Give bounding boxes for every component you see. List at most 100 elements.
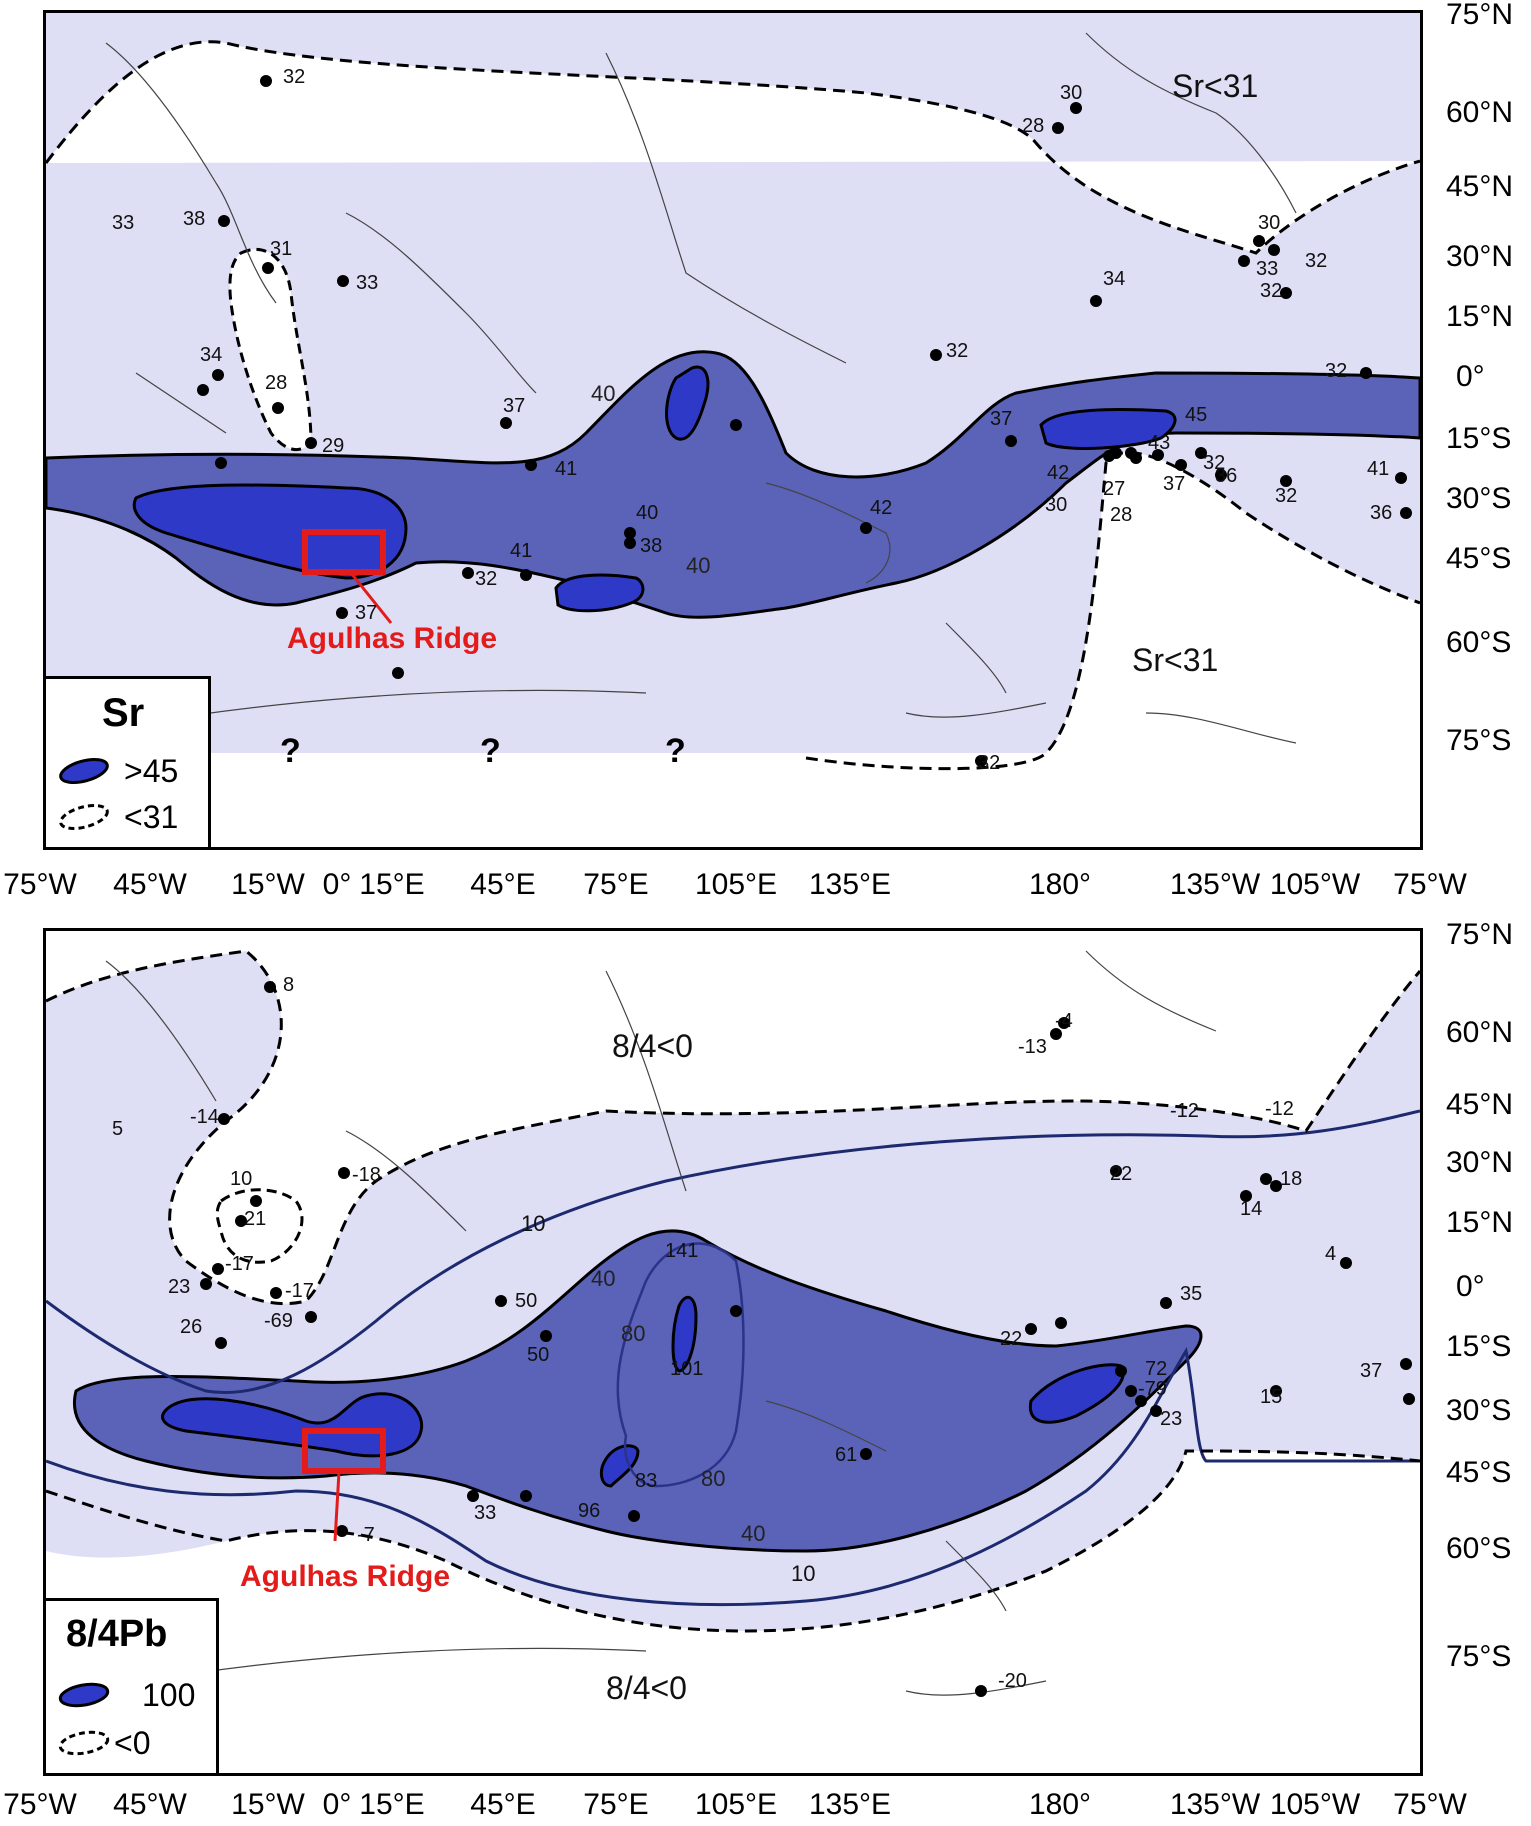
lon-tick-label: 75°W bbox=[3, 1788, 77, 1821]
lat-tick-label: 30°S bbox=[1446, 482, 1512, 515]
pb-south-region-label: 8/4<0 bbox=[606, 1670, 687, 1706]
sr-map-canvas: 40 40 bbox=[46, 13, 1420, 771]
legend-low-label: <0 bbox=[114, 1725, 151, 1761]
lon-tick-label: 75°W bbox=[1393, 1788, 1467, 1821]
agulhas-ridge-leader bbox=[333, 1471, 341, 1542]
point-label: 21 bbox=[244, 1208, 267, 1230]
point-label: 38 bbox=[183, 208, 206, 230]
lat-tick-label: 45°N bbox=[1446, 170, 1514, 203]
lat-tick-label: 15°S bbox=[1446, 1330, 1512, 1363]
point-label: 42 bbox=[1047, 462, 1070, 484]
point-label: 28 bbox=[1110, 504, 1133, 526]
point-label: 5 bbox=[112, 1118, 124, 1140]
sr-south-region-label: Sr<31 bbox=[1132, 642, 1219, 678]
sr-high-patch bbox=[665, 365, 710, 441]
point-label: 96 bbox=[578, 1500, 601, 1522]
lat-tick-label: 45°S bbox=[1446, 542, 1512, 575]
point-label: 33 bbox=[1256, 258, 1279, 280]
sr-boundary-north bbox=[46, 40, 1420, 255]
sr-map-frame: 40 40 bbox=[43, 10, 1423, 850]
pb-map-canvas: 10 40 80 80 40 10 bbox=[46, 949, 1420, 1697]
point-label: 32 bbox=[978, 752, 1001, 774]
lat-tick-label: 30°N bbox=[1446, 240, 1514, 273]
point-label: 32 bbox=[283, 66, 306, 88]
legend-low-swatch bbox=[58, 1730, 110, 1756]
lon-tick-label: 15°E bbox=[359, 868, 425, 901]
lon-tick-label: 75°W bbox=[3, 868, 77, 901]
lat-tick-label: 15°S bbox=[1446, 422, 1512, 455]
lon-tick-label: 180° bbox=[1028, 868, 1092, 901]
point-label: 37 bbox=[1163, 473, 1186, 495]
point-label: 101 bbox=[670, 1358, 704, 1380]
lon-tick-label: 105°W bbox=[1269, 868, 1361, 901]
pb-legend: 8/4Pb 100 <0 bbox=[43, 1598, 219, 1776]
lat-tick-label: 75°N bbox=[1446, 918, 1514, 951]
agulhas-ridge-leader bbox=[349, 572, 393, 624]
point-label: 22 bbox=[1000, 1328, 1023, 1350]
point-label: 29 bbox=[322, 435, 345, 457]
sr-low-patch bbox=[228, 247, 313, 452]
lon-tick-label: 0° bbox=[322, 1788, 352, 1821]
sr-north-region-label: Sr<31 bbox=[1172, 68, 1259, 104]
pb-high-patch bbox=[1028, 1363, 1125, 1424]
pb-north-region-label: 8/4<0 bbox=[612, 1028, 693, 1064]
legend-high-swatch bbox=[58, 1682, 110, 1708]
lat-tick-label: 15°N bbox=[1446, 1206, 1514, 1239]
lon-tick-label: 0° bbox=[322, 868, 352, 901]
point-label: -4 bbox=[1055, 1010, 1073, 1032]
point-label: 45 bbox=[1185, 404, 1208, 426]
point-label: 42 bbox=[870, 497, 893, 519]
sr-high-patch bbox=[1039, 408, 1177, 450]
point-label: 35 bbox=[1180, 1283, 1203, 1305]
point-label: 32 bbox=[1325, 360, 1348, 382]
lon-tick-label: 45°W bbox=[113, 1788, 187, 1821]
point-label: -20 bbox=[998, 1670, 1027, 1692]
point-label: 43 bbox=[1148, 432, 1171, 454]
pb-boundary bbox=[46, 1449, 1420, 1633]
agulhas-ridge-label: Agulhas Ridge bbox=[287, 622, 498, 655]
point-label: 50 bbox=[515, 1290, 538, 1312]
lat-tick-label: 60°N bbox=[1446, 1016, 1514, 1049]
contour-label: 10 bbox=[521, 1211, 545, 1236]
point-label: 37 bbox=[990, 408, 1013, 430]
contour-label: 40 bbox=[686, 553, 710, 578]
pb-contour-10 bbox=[46, 1346, 1420, 1607]
point-label: 27 bbox=[1103, 478, 1126, 500]
point-label: 41 bbox=[555, 458, 578, 480]
lon-tick-label: 135°E bbox=[808, 868, 892, 901]
point-label: 4 bbox=[1325, 1243, 1337, 1265]
point-label: -13 bbox=[1018, 1036, 1047, 1058]
point-label: 36 bbox=[1370, 502, 1393, 524]
sr-boundary-south bbox=[805, 451, 1420, 771]
sr-map-panel: 40 40 32 38 33 31 33 34 28 29 37 41 40 3… bbox=[0, 0, 1531, 901]
point-label: 31 bbox=[270, 238, 293, 260]
lat-tick-label: 60°N bbox=[1446, 96, 1514, 129]
unknown-region-mark: ? bbox=[280, 732, 301, 770]
pb-contour-80 bbox=[616, 1242, 745, 1488]
lat-tick-label: 45°S bbox=[1446, 1456, 1512, 1489]
contour-label: 40 bbox=[591, 381, 615, 406]
point-label: -17 bbox=[285, 1280, 314, 1302]
point-label: 72 bbox=[1145, 1358, 1168, 1380]
agulhas-ridge-site-box bbox=[302, 1428, 386, 1474]
contour-label: 40 bbox=[591, 1266, 615, 1291]
lon-tick-label: 45°E bbox=[470, 868, 536, 901]
point-label: -14 bbox=[190, 1106, 219, 1128]
point-label: 37 bbox=[503, 395, 526, 417]
point-label: 38 bbox=[640, 535, 663, 557]
point-label: 61 bbox=[835, 1444, 858, 1466]
lon-tick-label: 15°W bbox=[231, 1788, 305, 1821]
lat-tick-label: 75°S bbox=[1446, 1640, 1512, 1673]
point-label: 26 bbox=[180, 1316, 203, 1338]
pb-sample-points bbox=[200, 981, 1415, 1697]
lon-tick-label: 105°E bbox=[694, 1788, 778, 1821]
point-label: 28 bbox=[1022, 115, 1045, 137]
contour-label: 10 bbox=[791, 1561, 815, 1586]
point-label: -12 bbox=[1265, 1098, 1294, 1120]
point-label: 22 bbox=[1110, 1163, 1133, 1185]
coastline bbox=[105, 42, 1047, 718]
point-label: 50 bbox=[527, 1344, 550, 1366]
lon-tick-label: 135°W bbox=[1169, 1788, 1261, 1821]
lat-tick-label: 15°N bbox=[1446, 300, 1514, 333]
point-label: 8 bbox=[283, 974, 295, 996]
